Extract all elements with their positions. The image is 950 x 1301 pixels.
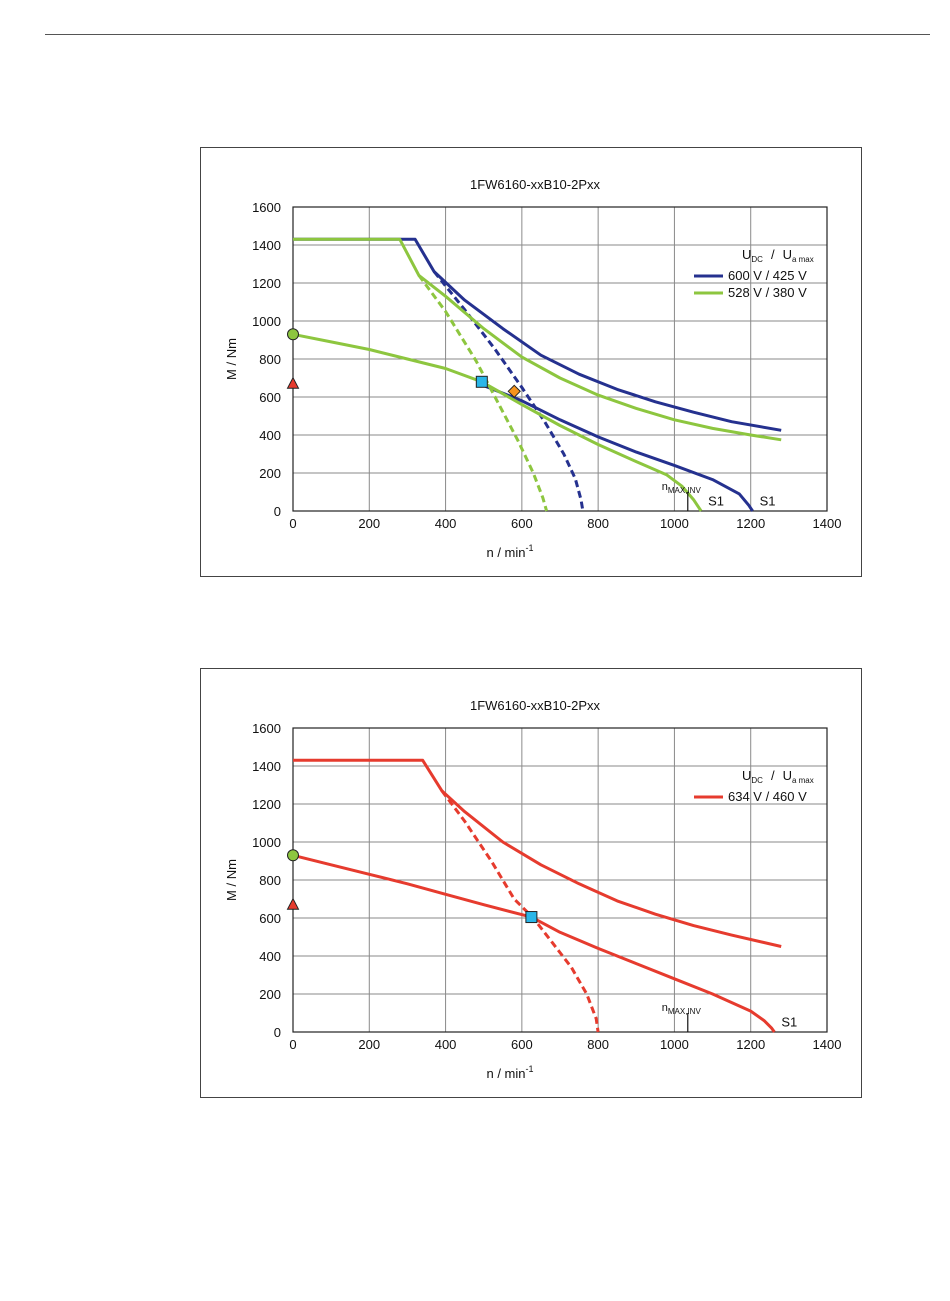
series-634-v-460-v-upper-curve	[293, 758, 782, 948]
legend-entry: 634 V / 460 V	[728, 789, 807, 804]
series-634-v-460-v-s1-curve	[292, 853, 776, 1033]
x-axis-label-sup: -1	[526, 543, 534, 553]
y-tick-label: 1600	[252, 200, 281, 215]
y-tick-label: 400	[259, 428, 281, 443]
y-tick-label: 200	[259, 466, 281, 481]
series-634-v-460-v-dashed-curve	[440, 789, 600, 1033]
legend-header-ua: U	[783, 247, 792, 262]
y-tick-label: 1400	[252, 238, 281, 253]
x-tick-label: 800	[587, 1037, 609, 1052]
chart-title: 1FW6160-xxB10-2Pxx	[470, 698, 601, 713]
marker-triangle	[286, 376, 300, 389]
x-tick-label: 600	[511, 1037, 533, 1052]
n-max-inv-label-sub: MAX,INV	[668, 486, 702, 495]
plot-area-border	[292, 206, 828, 512]
marker-triangle	[286, 897, 300, 910]
x-tick-label: 1200	[736, 516, 765, 531]
s1-label: S1	[781, 1014, 797, 1029]
legend-header: UDC / Ua max	[742, 247, 814, 264]
legend-header: UDC / Ua max	[742, 768, 814, 785]
legend-entry: 600 V / 425 V	[728, 268, 807, 283]
y-tick-label: 1400	[252, 759, 281, 774]
series-600-v-425-v-dashed-curve	[432, 270, 585, 512]
x-tick-label: 200	[358, 1037, 380, 1052]
y-tick-label: 1000	[252, 835, 281, 850]
y-tick-label: 0	[274, 504, 281, 519]
plot-area-border	[292, 727, 828, 1033]
legend-header-ua: U	[783, 768, 792, 783]
series-528-v-380-v-dashed-curve	[417, 274, 549, 512]
marker-circle	[287, 849, 299, 862]
x-tick-label: 1000	[660, 1037, 689, 1052]
y-tick-label: 800	[259, 873, 281, 888]
y-tick-label: 800	[259, 352, 281, 367]
top-rule	[45, 34, 930, 35]
marker-square	[525, 911, 538, 924]
y-axis-label: M / Nm	[224, 859, 239, 901]
n-max-inv-label: nMAX,INV	[662, 481, 702, 495]
x-tick-label: 400	[435, 1037, 457, 1052]
y-tick-label: 1600	[252, 721, 281, 736]
torque-speed-chart-2: 1FW6160-xxB10-2Pxx 0 200 400 600 800 1000 1200 1…	[224, 698, 842, 1081]
legend-header-amax: a max	[792, 776, 814, 785]
x-tick-label: 600	[511, 516, 533, 531]
series-600-v-425-v-upper-curve	[293, 237, 782, 432]
x-tick-label: 1000	[660, 516, 689, 531]
x-tick-label: 800	[587, 516, 609, 531]
chart-frame-1: 1FW6160-xxB10-2Pxx 0 200 400 600 800 1000 1200 1…	[200, 147, 862, 577]
y-axis-label: M / Nm	[224, 338, 239, 380]
n-max-inv-label-sub: MAX,INV	[668, 1007, 702, 1016]
series-600-v-425-v-s1-curve	[483, 384, 754, 512]
legend-header-slash: /	[771, 768, 775, 783]
y-tick-label: 1000	[252, 314, 281, 329]
series-528-v-380-v-upper-curve	[293, 237, 782, 442]
y-tick-label: 200	[259, 987, 281, 1002]
chart-frame-2: 1FW6160-xxB10-2Pxx 0 200 400 600 800 1000 1200 1…	[200, 668, 862, 1098]
torque-speed-chart-1: 1FW6160-xxB10-2Pxx 0 200 400 600 800 1000 1200 1…	[224, 177, 842, 560]
n-max-inv-label-main: n	[662, 481, 668, 493]
n-max-inv-label-main: n	[662, 1002, 668, 1014]
y-tick-label: 600	[259, 390, 281, 405]
marker-square	[475, 375, 488, 388]
legend-header-dc: DC	[751, 255, 763, 264]
n-max-inv-label: nMAX,INV	[662, 1002, 702, 1016]
y-tick-label: 1200	[252, 797, 281, 812]
x-axis-label: n / min-1	[486, 1064, 533, 1081]
y-tick-label: 400	[259, 949, 281, 964]
x-tick-label: 1400	[813, 1037, 842, 1052]
y-tick-label: 1200	[252, 276, 281, 291]
legend-header-u: U	[742, 768, 751, 783]
x-tick-label: 0	[289, 1037, 296, 1052]
x-axis-label-main: n / min	[486, 545, 525, 560]
s1-label: S1	[708, 493, 724, 508]
x-axis-label-sup: -1	[526, 1064, 534, 1074]
x-tick-label: 1200	[736, 1037, 765, 1052]
legend-header-dc: DC	[751, 776, 763, 785]
y-tick-label: 0	[274, 1025, 281, 1040]
x-tick-label: 400	[435, 516, 457, 531]
s1-label: S1	[760, 493, 776, 508]
legend-header-slash: /	[771, 247, 775, 262]
x-tick-label: 0	[289, 516, 296, 531]
legend-entry: 528 V / 380 V	[728, 285, 807, 300]
x-axis-label-main: n / min	[486, 1066, 525, 1081]
y-tick-label: 600	[259, 911, 281, 926]
x-tick-label: 1400	[813, 516, 842, 531]
series-528-v-380-v-s1-curve	[292, 332, 703, 512]
x-tick-label: 200	[358, 516, 380, 531]
x-axis-label: n / min-1	[486, 543, 533, 560]
marker-diamond	[507, 384, 521, 399]
legend-header-amax: a max	[792, 255, 814, 264]
chart-title: 1FW6160-xxB10-2Pxx	[470, 177, 601, 192]
legend-header-u: U	[742, 247, 751, 262]
marker-circle	[287, 328, 299, 341]
